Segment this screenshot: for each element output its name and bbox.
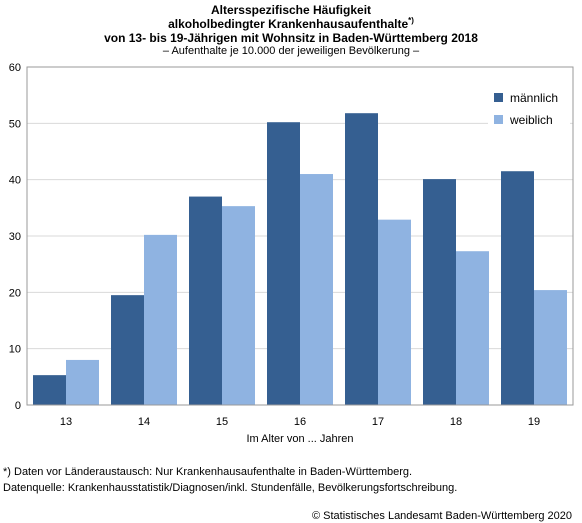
plot-frame — [26, 66, 574, 406]
x-tick-label-15: 15 — [216, 416, 228, 428]
bar-männlich-14 — [111, 295, 144, 405]
y-tick-label-40: 40 — [9, 175, 21, 187]
y-tick-label-0: 0 — [15, 400, 21, 412]
bar-weiblich-15 — [222, 206, 255, 405]
bar-weiblich-17 — [378, 219, 411, 405]
y-tick-label-30: 30 — [9, 231, 21, 243]
chart-title-line-2: alkoholbedingter Krankenhausaufenthalte*… — [0, 16, 582, 32]
title-footnote-mark: *) — [408, 16, 414, 25]
x-tick-label-16: 16 — [294, 416, 306, 428]
legend-label-weiblich: weiblich — [509, 113, 553, 127]
legend-label-männlich: männlich — [510, 91, 558, 105]
bar-weiblich-13 — [66, 359, 99, 405]
bar-männlich-13 — [33, 375, 66, 405]
data-source: Datenquelle: Krankenhausstatistik/Diagno… — [3, 482, 458, 494]
legend-swatch-männlich — [494, 93, 503, 102]
y-tick-label-50: 50 — [9, 118, 21, 130]
y-tick-label-20: 20 — [9, 287, 21, 299]
chart-title-line-1: Altersspezifische Häufigkeit — [210, 3, 372, 17]
bar-männlich-15 — [189, 196, 222, 405]
x-tick-label-13: 13 — [60, 416, 72, 428]
y-axis-ticks: 0 10 20 30 40 50 60 — [9, 62, 21, 412]
x-tick-label-18: 18 — [450, 416, 462, 428]
bar-weiblich-18 — [456, 251, 489, 405]
copyright: © Statistisches Landesamt Baden-Württemb… — [311, 510, 572, 522]
chart-subtitle: – Aufenthalte je 10.000 der jeweiligen B… — [162, 45, 420, 57]
x-tick-label-17: 17 — [372, 416, 384, 428]
y-tick-label-60: 60 — [9, 62, 21, 74]
footnote: *) Daten vor Länderaustausch: Nur Kranke… — [3, 466, 413, 478]
chart-title-line-2-text: alkoholbedingter Krankenhausaufenthalte — [168, 17, 409, 31]
legend: männlich weiblich — [488, 83, 570, 134]
chart-title-line-3: von 13- bis 19-Jährigen mit Wohnsitz in … — [104, 31, 478, 45]
legend-swatch-weiblich — [494, 115, 503, 124]
x-axis-label: Im Alter von ... Jahren — [247, 433, 354, 445]
bar-weiblich-19 — [534, 290, 567, 405]
bars — [33, 113, 567, 406]
x-tick-label-14: 14 — [138, 416, 150, 428]
chart-title: Altersspezifische Häufigkeit alkoholbedi… — [0, 3, 582, 45]
x-tick-label-19: 19 — [528, 416, 540, 428]
y-tick-label-10: 10 — [9, 344, 21, 356]
x-axis-ticks: 13 14 15 16 17 18 19 — [60, 416, 540, 428]
bar-männlich-17 — [345, 113, 378, 406]
bar-männlich-18 — [423, 179, 456, 405]
bar-männlich-16 — [267, 122, 300, 405]
bar-männlich-19 — [501, 171, 534, 405]
bar-weiblich-16 — [300, 174, 333, 405]
bar-weiblich-14 — [144, 234, 177, 405]
legend-box — [488, 83, 570, 134]
